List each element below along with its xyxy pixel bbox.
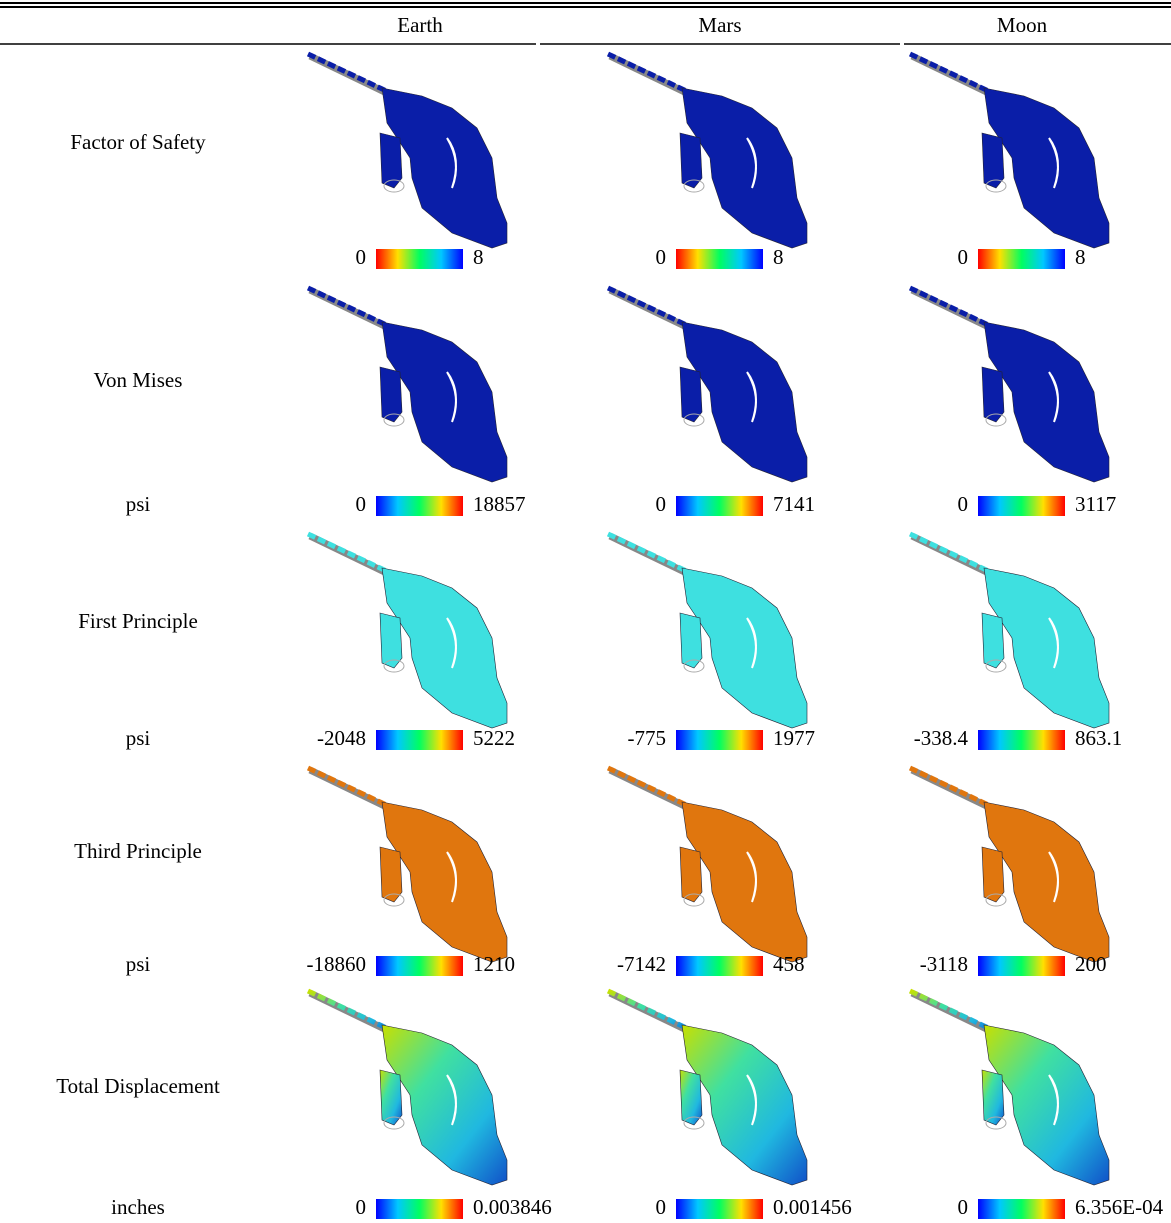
legend-max: 0.003846 xyxy=(473,1195,552,1219)
legend-min: 0 xyxy=(656,492,667,516)
color-bar xyxy=(376,730,463,750)
drill-image xyxy=(308,534,507,728)
legend-min: 0 xyxy=(958,245,969,269)
drill-image xyxy=(608,534,807,728)
color-bar xyxy=(676,956,763,976)
legend-min: -3118 xyxy=(920,952,968,976)
drill-handle xyxy=(380,133,402,188)
drill-handle xyxy=(982,847,1004,902)
legend-max: 18857 xyxy=(473,492,526,516)
legend-min: -338.4 xyxy=(914,726,969,750)
row-unit: psi xyxy=(126,952,151,976)
legend-min: 0 xyxy=(656,245,667,269)
legend-max: 3117 xyxy=(1075,492,1116,516)
legend-max: 8 xyxy=(773,245,784,269)
drill-image xyxy=(308,288,507,482)
row-unit: psi xyxy=(126,492,151,516)
color-bar xyxy=(676,496,763,516)
color-bar xyxy=(376,249,463,269)
legend-min: -2048 xyxy=(317,726,366,750)
legend-max: 200 xyxy=(1075,952,1107,976)
drill-image xyxy=(910,288,1109,482)
drill-handle xyxy=(680,613,702,668)
legend-min: 0 xyxy=(958,1195,969,1219)
column-header: Moon xyxy=(997,13,1048,37)
drill-image xyxy=(608,288,807,482)
legend-max: 8 xyxy=(1075,245,1086,269)
drill-image xyxy=(910,54,1109,248)
legend-max: 7141 xyxy=(773,492,815,516)
legend-min: 0 xyxy=(356,492,367,516)
drill-handle xyxy=(380,613,402,668)
color-bar xyxy=(376,956,463,976)
drill-image xyxy=(608,768,807,962)
results-table: Earth Mars Moon Factor of Safety 0 8 0 8 0 8 Von M… xyxy=(0,0,1171,1223)
row-label: Factor of Safety xyxy=(70,130,206,154)
drill-handle xyxy=(680,847,702,902)
drill-handle xyxy=(680,133,702,188)
column-header: Earth xyxy=(397,13,443,37)
row-label: Third Principle xyxy=(74,839,202,863)
color-bar xyxy=(978,956,1065,976)
drill-handle xyxy=(982,613,1004,668)
row-unit: inches xyxy=(111,1195,165,1219)
color-bar xyxy=(978,730,1065,750)
drill-image xyxy=(308,54,507,248)
drill-handle xyxy=(680,367,702,422)
color-bar xyxy=(978,1199,1065,1219)
legend-min: 0 xyxy=(958,492,969,516)
color-bar xyxy=(978,496,1065,516)
color-bar xyxy=(676,730,763,750)
legend-min: 0 xyxy=(656,1195,667,1219)
color-bar xyxy=(376,1199,463,1219)
legend-max: 1977 xyxy=(773,726,815,750)
drill-handle xyxy=(380,847,402,902)
drill-handle xyxy=(680,1070,702,1125)
color-bar xyxy=(978,249,1065,269)
row-label: Von Mises xyxy=(94,368,183,392)
column-header: Mars xyxy=(698,13,741,37)
drill-handle xyxy=(982,1070,1004,1125)
row-label: First Principle xyxy=(78,609,198,633)
drill-image xyxy=(608,54,807,248)
drill-handle xyxy=(380,367,402,422)
drill-image xyxy=(910,768,1109,962)
drill-image xyxy=(308,768,507,962)
legend-max: 8 xyxy=(473,245,484,269)
drill-handle xyxy=(982,367,1004,422)
color-bar xyxy=(376,496,463,516)
legend-min: -18860 xyxy=(307,952,367,976)
legend-min: 0 xyxy=(356,1195,367,1219)
drill-image xyxy=(910,991,1109,1185)
drill-image xyxy=(308,991,507,1185)
legend-max: 0.001456 xyxy=(773,1195,852,1219)
legend-max: 1210 xyxy=(473,952,515,976)
drill-image xyxy=(910,534,1109,728)
legend-min: -7142 xyxy=(617,952,666,976)
legend-max: 6.356E-04 xyxy=(1075,1195,1164,1219)
legend-min: 0 xyxy=(356,245,367,269)
legend-max: 5222 xyxy=(473,726,515,750)
color-bar xyxy=(676,1199,763,1219)
drill-handle xyxy=(380,1070,402,1125)
row-unit: psi xyxy=(126,726,151,750)
drill-handle xyxy=(982,133,1004,188)
legend-max: 863.1 xyxy=(1075,726,1122,750)
drill-image xyxy=(608,991,807,1185)
color-bar xyxy=(676,249,763,269)
legend-max: 458 xyxy=(773,952,805,976)
row-label: Total Displacement xyxy=(56,1074,220,1098)
legend-min: -775 xyxy=(628,726,667,750)
